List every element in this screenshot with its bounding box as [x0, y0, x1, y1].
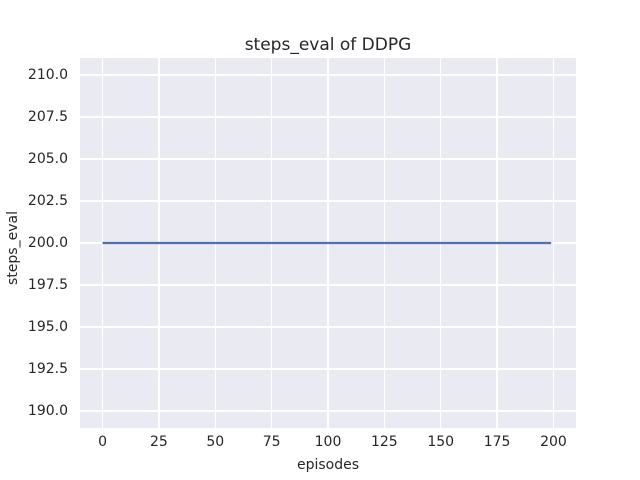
gridline-horizontal — [80, 284, 576, 286]
x-tick-label: 25 — [149, 434, 168, 450]
y-tick-label: 200.0 — [27, 235, 68, 251]
y-tick-label: 205.0 — [27, 150, 68, 167]
data-line-layer — [102, 241, 552, 245]
plot-area — [80, 58, 576, 428]
x-tick-label: 150 — [427, 434, 455, 450]
x-tick-label: 50 — [206, 434, 225, 450]
x-tick-label: 0 — [98, 434, 107, 450]
y-tick-label: 195.0 — [27, 319, 68, 336]
gridline-horizontal — [80, 74, 576, 76]
x-tick-label: 175 — [483, 434, 511, 450]
y-tick-label: 190.0 — [27, 403, 68, 420]
gridline-horizontal — [80, 410, 576, 412]
y-tick-label: 210.0 — [27, 66, 68, 83]
y-tick-label: 207.5 — [27, 108, 68, 125]
gridline-horizontal — [80, 158, 576, 160]
x-tick-label: 125 — [370, 434, 398, 450]
y-tick-label: 192.5 — [27, 361, 68, 378]
x-tick-label: 100 — [314, 434, 342, 450]
gridline-horizontal — [80, 326, 576, 328]
x-tick-label: 75 — [262, 434, 281, 450]
chart-title: steps_eval of DDPG — [244, 35, 412, 55]
y-tick-label: 197.5 — [27, 277, 68, 294]
x-axis-label: episodes — [296, 457, 360, 473]
gridline-horizontal — [80, 116, 576, 118]
y-tick-label: 202.5 — [27, 192, 68, 209]
x-tick-label: 200 — [540, 434, 567, 450]
gridline-horizontal — [80, 368, 576, 370]
gridline-horizontal — [80, 200, 576, 202]
